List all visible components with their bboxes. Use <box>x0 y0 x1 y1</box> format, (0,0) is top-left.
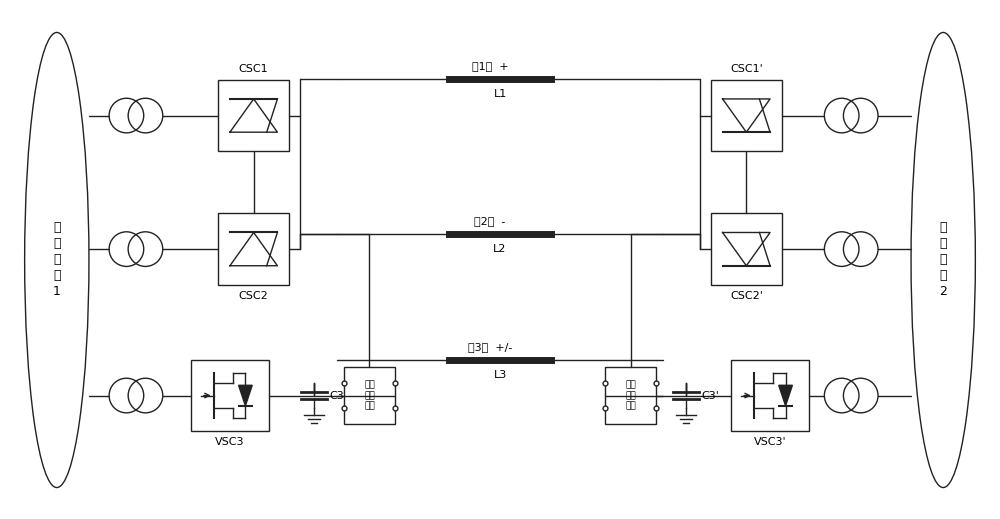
Text: C3': C3' <box>702 390 720 401</box>
Text: L2: L2 <box>493 244 507 254</box>
Text: L3: L3 <box>493 370 507 380</box>
Bar <box>711 80 782 151</box>
Text: C3: C3 <box>330 390 345 401</box>
Text: 交
流
系
统
1: 交 流 系 统 1 <box>53 222 61 298</box>
Bar <box>731 360 809 431</box>
Text: CSC1': CSC1' <box>730 64 763 74</box>
Text: 开关
切换
装置: 开关 切换 装置 <box>625 380 636 411</box>
Polygon shape <box>779 385 792 406</box>
Text: 第2极  -: 第2极 - <box>474 216 506 226</box>
Bar <box>191 360 269 431</box>
Text: L1: L1 <box>493 89 507 99</box>
Text: 第3极  +/-: 第3极 +/- <box>468 342 512 352</box>
Text: 第1极  +: 第1极 + <box>472 61 508 71</box>
Bar <box>218 80 289 151</box>
Polygon shape <box>239 385 252 406</box>
Text: 交
流
系
统
2: 交 流 系 统 2 <box>939 222 947 298</box>
Text: CSC2: CSC2 <box>239 291 269 301</box>
Text: CSC2': CSC2' <box>730 291 763 301</box>
Bar <box>605 367 656 424</box>
Bar <box>344 367 395 424</box>
Text: VSC3: VSC3 <box>215 437 245 447</box>
Text: 开关
切换
装置: 开关 切换 装置 <box>364 380 375 411</box>
Bar <box>218 213 289 285</box>
Bar <box>711 213 782 285</box>
Text: CSC1: CSC1 <box>239 64 268 74</box>
Text: VSC3': VSC3' <box>754 437 786 447</box>
